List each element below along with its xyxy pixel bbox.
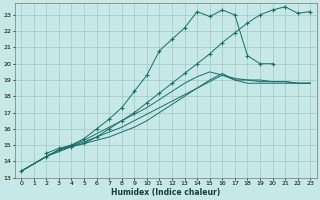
- X-axis label: Humidex (Indice chaleur): Humidex (Indice chaleur): [111, 188, 220, 197]
